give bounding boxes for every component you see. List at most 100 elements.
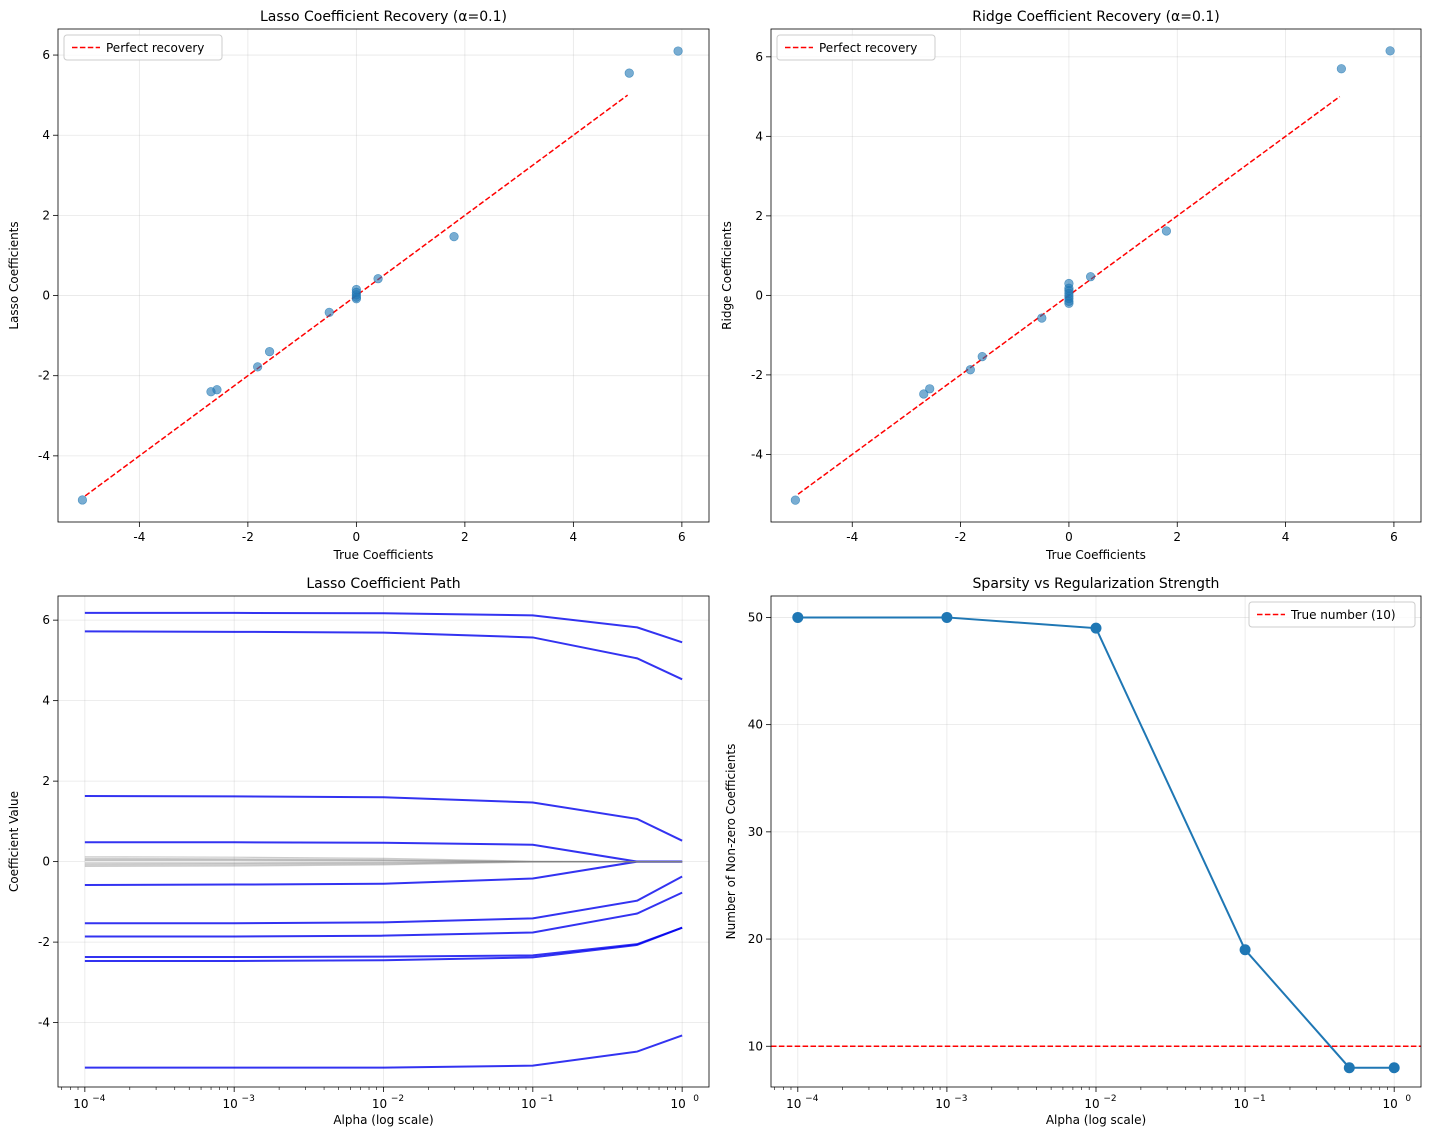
ticks: -4 -2 0 2 4 6 -4 -2 0 2 4 6 xyxy=(38,48,686,544)
axes-frame xyxy=(57,28,710,523)
x-tick-label: 0 xyxy=(353,530,361,544)
y-tick-label: 4 xyxy=(42,694,50,708)
y-tick-label: 6 xyxy=(42,613,50,627)
data-point xyxy=(77,495,88,505)
y-tick-label: 6 xyxy=(755,50,763,64)
legend: Perfect recovery xyxy=(63,34,223,61)
zero-coefficient-path xyxy=(84,859,683,863)
nonzero-coefficient-path xyxy=(84,611,683,644)
x-tick-label: 6 xyxy=(678,530,686,544)
nonzero-coefficient-path xyxy=(84,875,683,925)
lasso-recovery-panel: -4 -2 0 2 4 6 -4 -2 0 2 4 6 Lasso Coefficient Recove… xyxy=(7,9,710,562)
ridge-recovery-panel: -4 -2 0 2 4 6 -4 -2 0 2 4 6 Ridge Coefficient Recove… xyxy=(720,9,1422,562)
y-tick-label: 0 xyxy=(42,855,50,869)
nonzero-coefficient-path xyxy=(84,630,683,681)
nonzero-coefficient-path xyxy=(84,891,683,938)
x-tick-label: 10 xyxy=(671,1097,686,1111)
x-tick-label: 4 xyxy=(570,530,578,544)
axes-frame xyxy=(770,28,1422,523)
data-point xyxy=(373,274,383,284)
x-tick-label: 10 xyxy=(223,1097,238,1111)
data-point xyxy=(1161,226,1172,236)
x-tick-exponent: 0 xyxy=(693,1094,699,1104)
x-axis-label: Alpha (log scale) xyxy=(333,1113,433,1127)
x-tick-label: 10 xyxy=(521,1097,536,1111)
y-tick-label: 4 xyxy=(755,129,763,143)
zero-coefficient-path xyxy=(84,861,683,866)
y-tick-label: 2 xyxy=(42,208,50,222)
y-tick-label: 10 xyxy=(748,1039,763,1053)
x-tick-label: 2 xyxy=(461,530,469,544)
x-axis-label: True Coefficients xyxy=(1045,548,1146,562)
x-tick-label: -4 xyxy=(846,530,858,544)
y-axis-label: Coefficient Value xyxy=(7,791,21,892)
y-tick-label: 0 xyxy=(42,289,50,303)
legend: Perfect recovery xyxy=(776,34,936,61)
legend: True number (10) xyxy=(1248,601,1416,628)
y-tick-label: 20 xyxy=(748,932,763,946)
x-tick-label: -2 xyxy=(242,530,254,544)
x-axis-label: True Coefficients xyxy=(333,548,434,562)
x-tick-exponent: −2 xyxy=(1103,1094,1116,1104)
data-point xyxy=(449,232,459,242)
y-axis-label: Lasso Coefficients xyxy=(7,221,21,329)
data-point xyxy=(351,294,361,304)
x-tick-exponent: −3 xyxy=(242,1094,255,1104)
legend-box xyxy=(1248,601,1416,628)
data-point xyxy=(977,352,987,362)
zero-coefficient-path xyxy=(84,861,683,864)
x-tick-exponent: −2 xyxy=(391,1094,404,1104)
axes-frame xyxy=(770,595,1422,1088)
data-point xyxy=(1064,298,1074,308)
sparsity-line xyxy=(797,616,1395,1069)
legend-label: True number (10) xyxy=(1290,608,1396,622)
x-axis-label: Alpha (log scale) xyxy=(1046,1113,1146,1127)
data-point xyxy=(253,362,263,372)
y-tick-label: 4 xyxy=(42,128,50,142)
y-axis-label: Ridge Coefficients xyxy=(720,221,734,330)
data-point xyxy=(1037,313,1047,323)
data-point xyxy=(965,365,975,375)
x-tick-label: 6 xyxy=(1390,530,1398,544)
ticks: 10 −4 10 −3 10 −2 10 −1 10 0 10 20 30 40 50 xyxy=(748,610,1412,1111)
x-tick-exponent: −4 xyxy=(805,1094,819,1104)
y-tick-label: -4 xyxy=(751,447,763,461)
y-tick-label: -2 xyxy=(38,369,50,383)
y-tick-label: -4 xyxy=(38,449,50,463)
x-tick-label: 10 xyxy=(1233,1097,1248,1111)
y-tick-label: 0 xyxy=(755,288,763,302)
y-tick-label: 2 xyxy=(755,209,763,223)
grid xyxy=(771,29,1421,522)
zero-coefficient-path xyxy=(84,857,683,863)
lasso-path-panel: 10 −4 10 −3 10 −2 10 −1 10 0 -4 -2 0 2 4 6 Lasso Coeffic… xyxy=(7,576,710,1127)
y-tick-label: 50 xyxy=(748,610,763,624)
x-tick-label: 10 xyxy=(1084,1097,1099,1111)
grid xyxy=(58,29,709,522)
data-point xyxy=(919,389,929,399)
data-point xyxy=(324,307,334,317)
x-tick-label: -2 xyxy=(955,530,967,544)
nonzero-coefficient-path xyxy=(84,1034,683,1069)
x-tick-label: 10 xyxy=(1383,1097,1398,1111)
zero-coefficient-path xyxy=(84,856,683,863)
nonzero-coefficient-path xyxy=(84,926,683,963)
sparsity-point xyxy=(1090,622,1102,634)
grid xyxy=(771,596,1421,1087)
nonzero-coefficient-path xyxy=(84,860,683,886)
legend-box xyxy=(63,34,223,61)
plot-area xyxy=(84,611,683,1069)
x-tick-label: 4 xyxy=(1282,530,1290,544)
nonzero-coefficient-path xyxy=(84,795,683,842)
sparsity-point xyxy=(1239,944,1251,956)
plot-area xyxy=(790,46,1395,505)
data-point xyxy=(624,68,634,78)
legend-label: Perfect recovery xyxy=(106,41,204,55)
data-point xyxy=(264,347,275,357)
ticks: 10 −4 10 −3 10 −2 10 −1 10 0 -4 -2 0 2 4 6 xyxy=(38,613,699,1111)
y-tick-label: 40 xyxy=(748,718,763,732)
panel-title: Ridge Coefficient Recovery (α=0.1) xyxy=(972,9,1219,25)
data-point xyxy=(1385,46,1395,56)
x-tick-label: -4 xyxy=(133,530,145,544)
x-tick-label: 10 xyxy=(372,1097,387,1111)
